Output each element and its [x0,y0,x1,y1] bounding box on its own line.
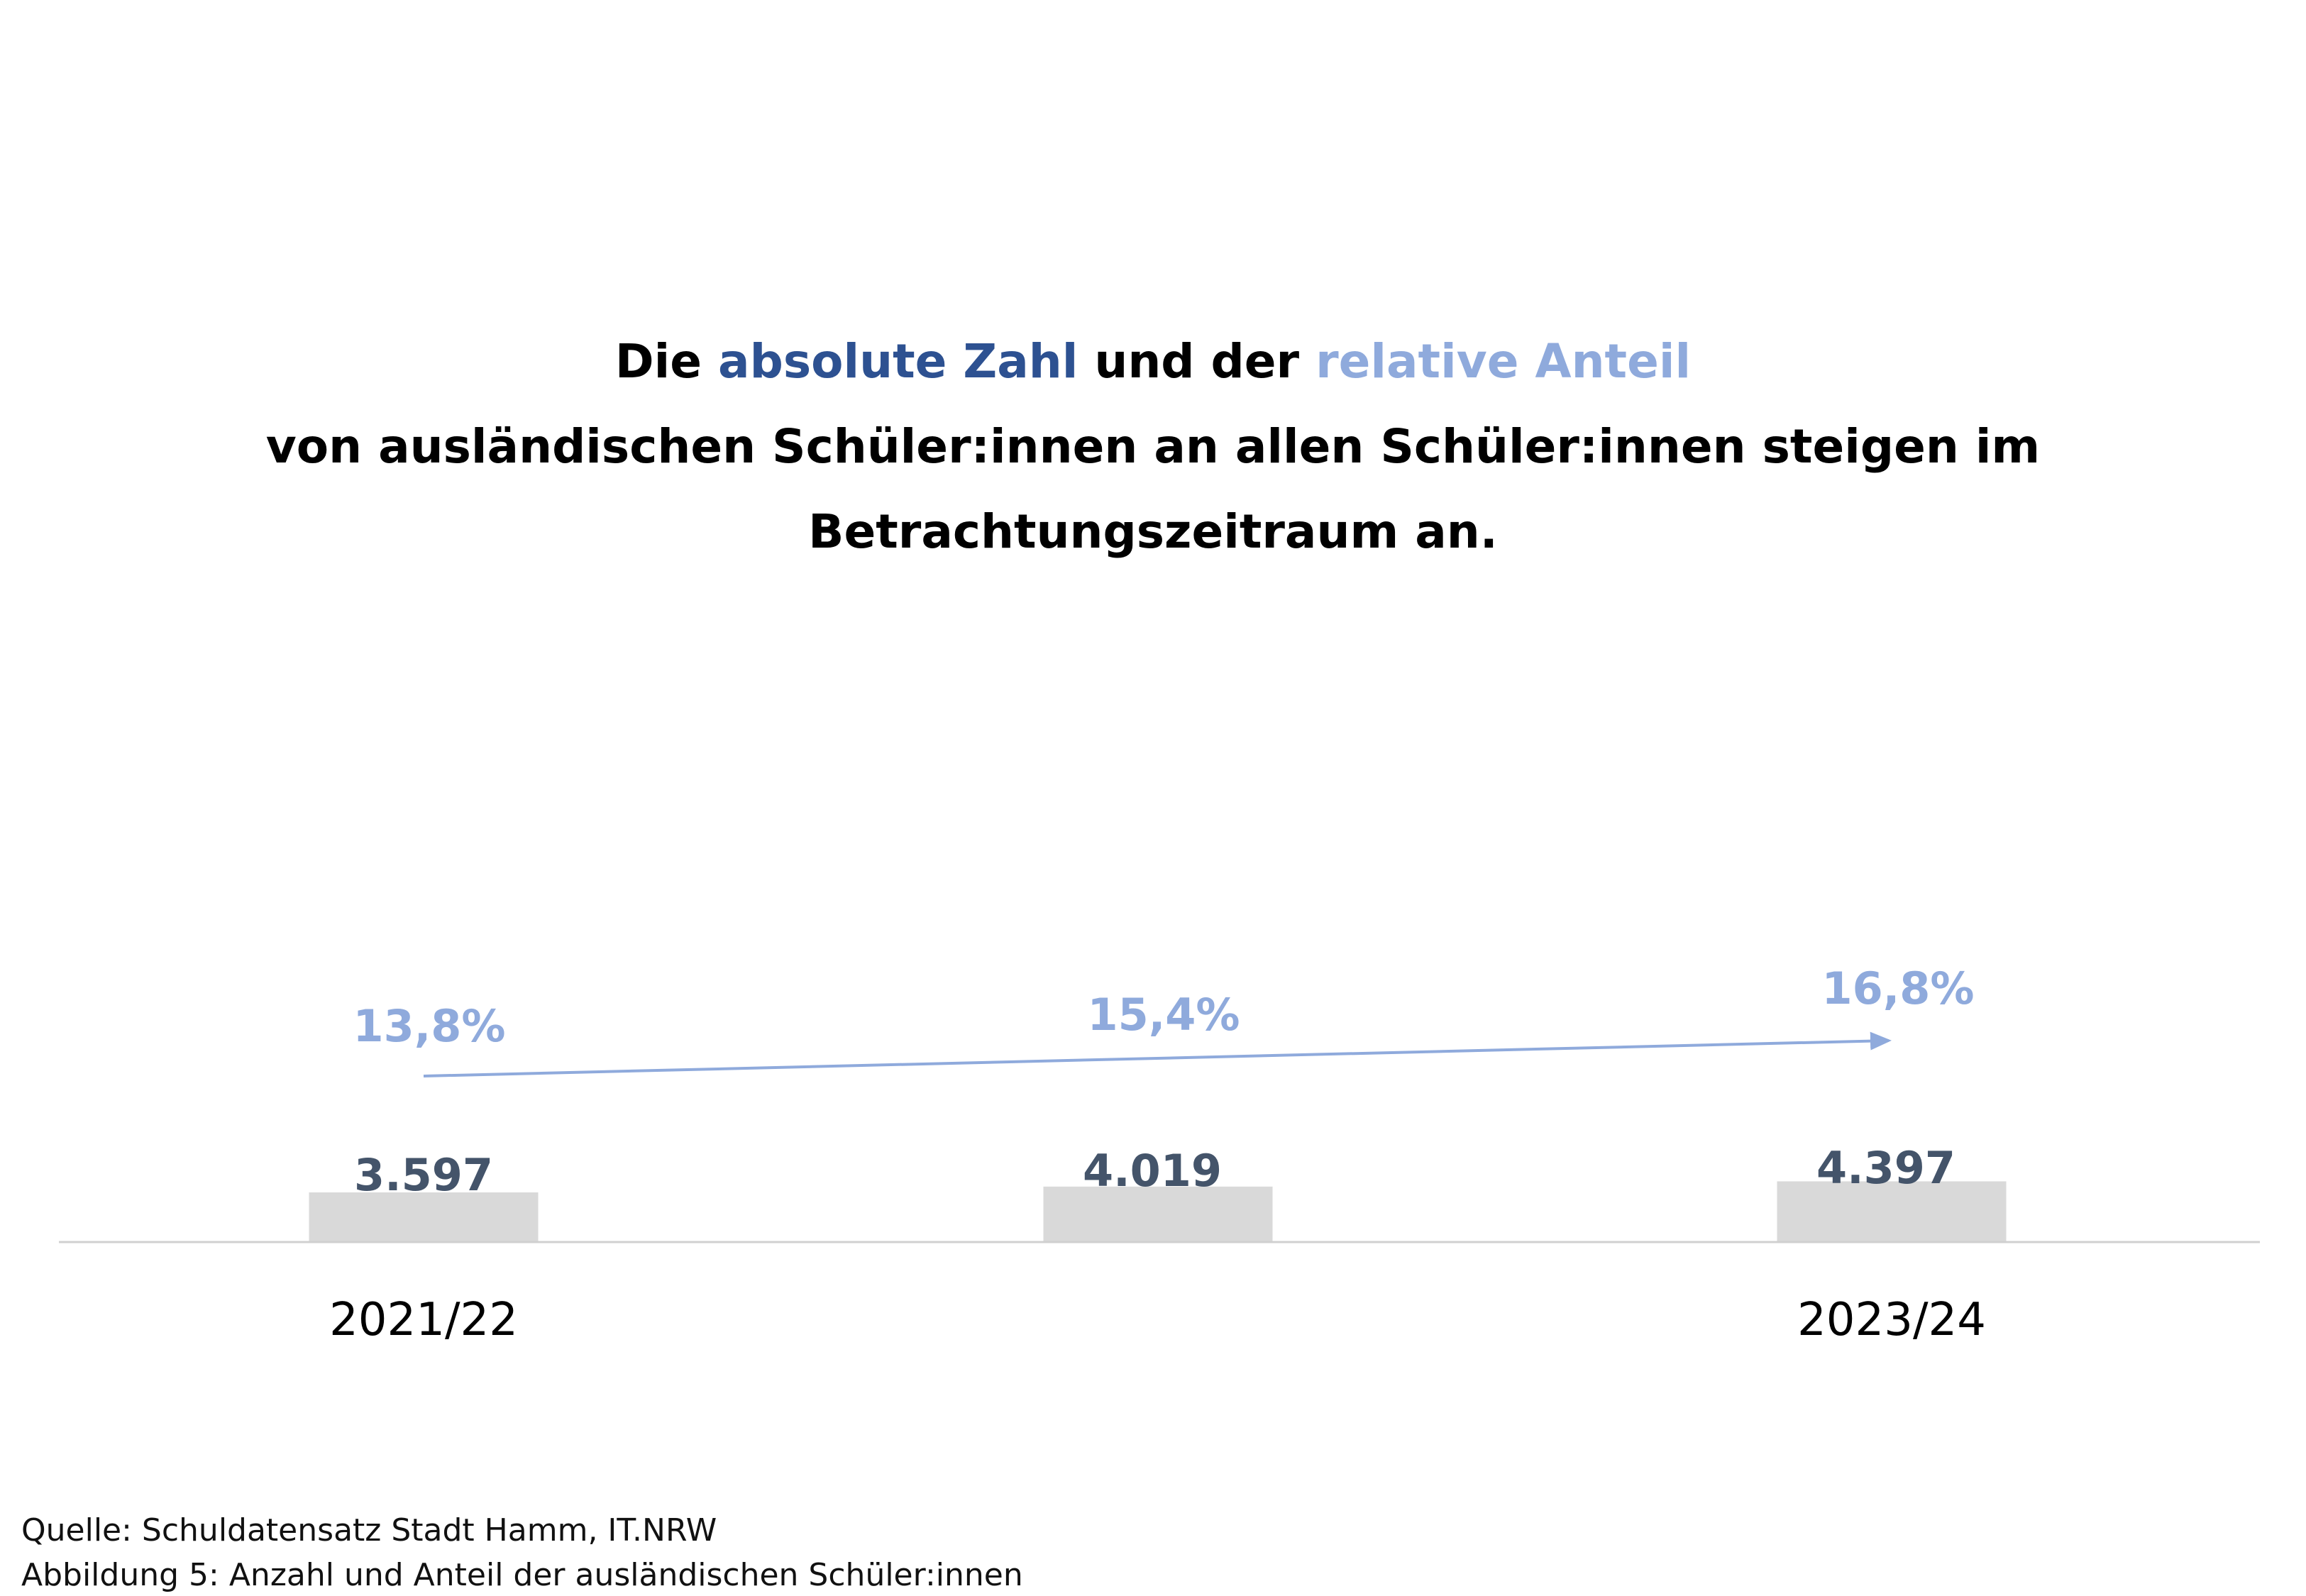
bar-2022-23 [1043,1186,1273,1242]
title-line-1: Die absolute Zahl und der relative Antei… [0,319,2306,404]
x-tick-label: 2023/24 [1797,1294,1986,1346]
labels-layer: 3.597 4.019 4.397 [354,1142,1955,1201]
title-text-die: Die [614,334,719,389]
title-text-und-der: und der [1078,334,1316,389]
bar-2021-22 [309,1192,539,1242]
x-tick-label: 2021/22 [329,1294,518,1346]
bars-layer [309,1181,2007,1242]
x-tick-labels: 2021/22 2023/24 [329,1294,1986,1346]
bar-value-label: 4.397 [1816,1142,1955,1194]
percent-label: 16,8% [1821,963,1974,1014]
percent-labels-layer: 13,8% 15,4% 16,8% [353,963,1974,1052]
title-highlight-absolute: absolute Zahl [718,334,1078,389]
figure-caption: Abbildung 5: Anzahl und Anteil der auslä… [21,1557,1023,1593]
bar-value-label: 3.597 [354,1149,493,1201]
bar-value-label: 4.019 [1083,1145,1222,1197]
bar-2023-24 [1777,1181,2007,1242]
title-highlight-relative: relative Anteil [1315,334,1692,389]
percent-label: 13,8% [353,1000,505,1052]
title-line-2: von ausländischen Schüler:innen an allen… [265,419,2041,474]
title-line-3: Betrachtungszeitraum an. [808,504,1498,559]
percent-label: 15,4% [1087,989,1240,1041]
trend-arrow-line [423,1031,1892,1077]
source-note: Quelle: Schuldatensatz Stadt Hamm, IT.NR… [21,1512,717,1548]
chart-title: Die absolute Zahl und der relative Antei… [0,319,2306,575]
